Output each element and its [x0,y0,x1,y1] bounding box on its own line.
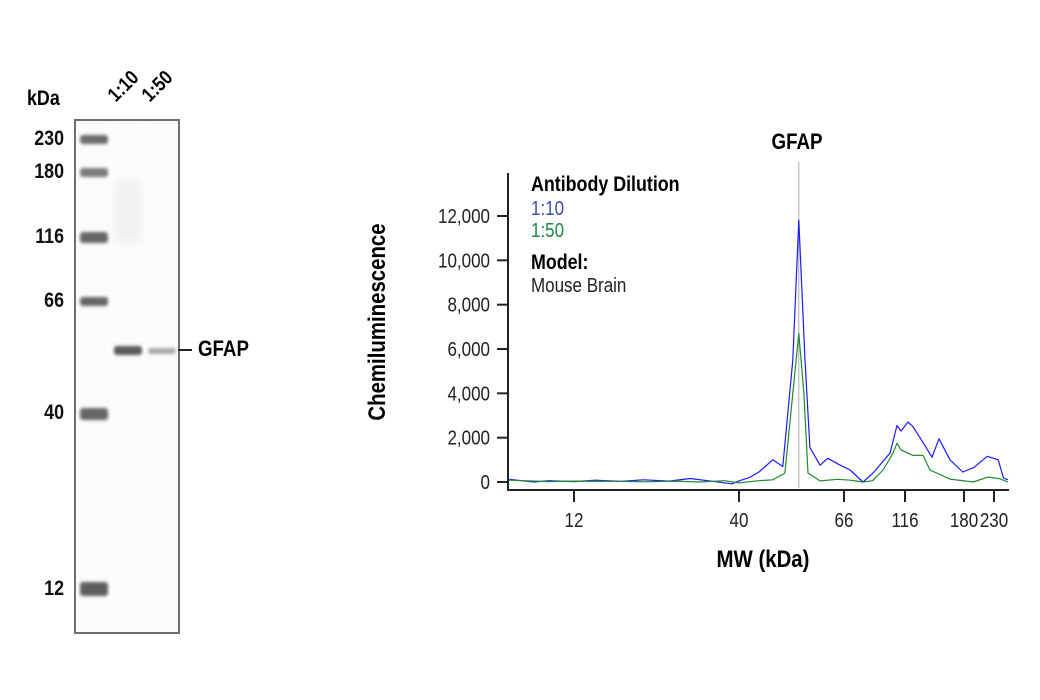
y-tick-label: 0 [481,471,490,494]
gfap-band-1-50 [148,348,176,354]
series-line-1-10 [508,219,1009,485]
x-tick-label: 230 [980,509,1008,532]
legend-entry-1-10: 1:10 [531,197,564,220]
ladder-band-66 [80,297,108,306]
gfap-pointer-line [178,349,192,351]
chart-title: GFAP [772,131,823,155]
x-tick-label: 12 [565,509,584,532]
x-axis-label: MW (kDa) [717,545,810,572]
lane-1-10 [113,121,143,632]
x-tick-label: 40 [730,509,749,532]
marker-label-66: 66 [44,289,64,312]
marker-label-230: 230 [34,127,64,150]
ladder-band-116 [80,232,108,243]
marker-label-40: 40 [44,401,64,424]
smear-band [115,181,141,241]
legend: Antibody Dilution 1:10 1:50 Model: Mouse… [531,173,680,297]
y-tick-label: 8,000 [447,293,490,316]
ladder-band-12 [80,582,108,596]
lane-1-50 [147,121,177,632]
x-tick-label: 66 [835,509,854,532]
marker-label-116: 116 [35,225,64,248]
legend-model-title: Model: [531,251,588,275]
ladder-band-180 [80,168,108,177]
x-tick-label: 116 [891,509,918,532]
gel-band-label: GFAP [198,336,249,361]
gel-unit-label: kDa [27,87,60,110]
ladder-band-230 [80,135,108,144]
ladder-lane [79,121,109,632]
x-tick-label: 180 [950,509,978,532]
y-tick-label: 12,000 [438,205,490,228]
legend-entry-1-50: 1:50 [531,219,564,242]
gel-image [74,119,180,634]
y-tick-label: 10,000 [438,249,490,272]
marker-label-180: 180 [34,160,64,183]
y-tick-label: 4,000 [447,382,490,405]
y-axis-label: Chemiluminescence [363,223,390,420]
series-line-1-50 [508,332,1009,484]
legend-title: Antibody Dilution [531,173,680,197]
gfap-band-1-10 [114,346,142,355]
legend-model-value: Mouse Brain [531,274,626,297]
ladder-band-40 [80,408,108,420]
y-tick-label: 6,000 [447,338,490,361]
y-tick-label: 2,000 [447,426,490,449]
marker-label-12: 12 [44,577,64,600]
